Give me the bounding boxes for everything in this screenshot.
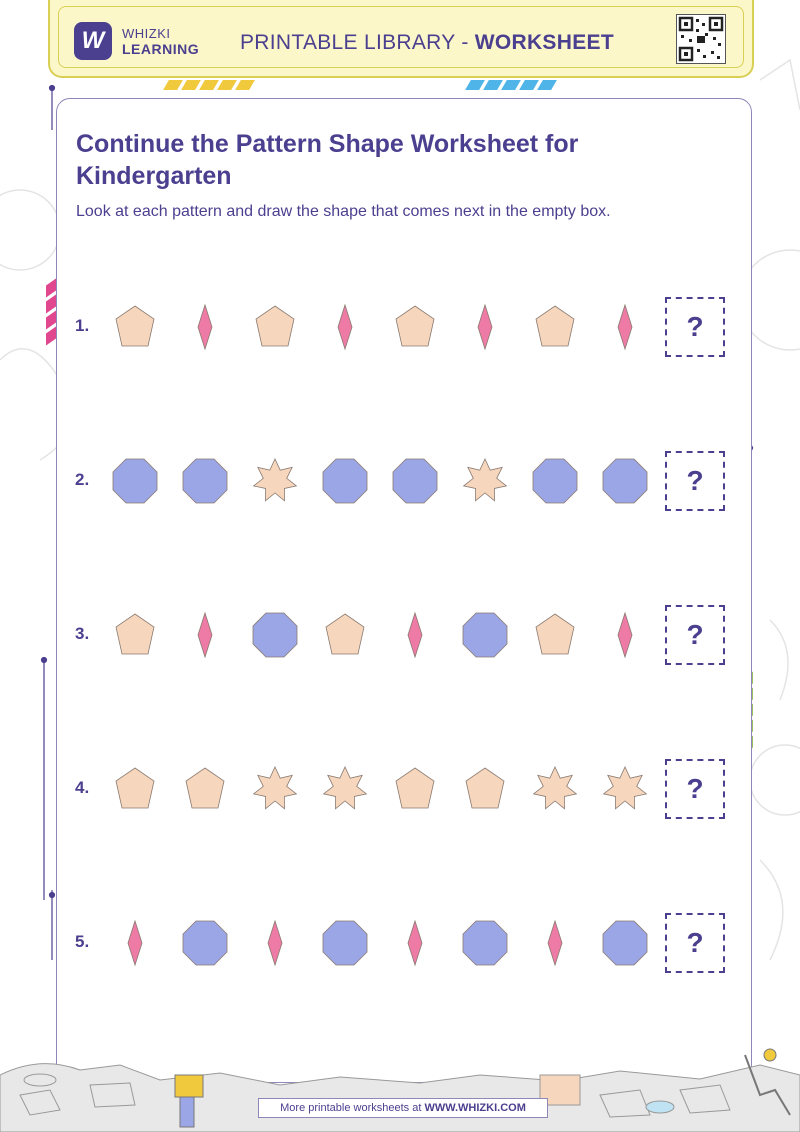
- octagon-icon: [530, 456, 580, 506]
- diamond-icon: [390, 610, 440, 660]
- qr-code-icon: [676, 14, 726, 64]
- star-icon: [600, 764, 650, 814]
- diamond-icon: [250, 918, 300, 968]
- octagon-icon: [460, 918, 510, 968]
- whizki-logo-icon: W: [74, 22, 112, 60]
- star-icon: [250, 764, 300, 814]
- header-banner: [48, 0, 754, 78]
- pattern-row-5: 5. ?: [0, 908, 800, 978]
- pattern-row-4: 4. ?: [0, 754, 800, 824]
- octagon-icon: [110, 456, 160, 506]
- star-icon: [530, 764, 580, 814]
- bottom-rubble-illustration: [0, 1048, 800, 1132]
- diamond-icon: [600, 302, 650, 352]
- diamond-icon: [180, 610, 230, 660]
- row-number: 4.: [75, 778, 90, 797]
- octagon-icon: [320, 456, 370, 506]
- pentagon-icon: [110, 302, 160, 352]
- brand-subname: LEARNING: [122, 41, 200, 57]
- pentagon-icon: [250, 302, 300, 352]
- pentagon-icon: [390, 302, 440, 352]
- octagon-icon: [390, 456, 440, 506]
- pentagon-icon: [530, 302, 580, 352]
- pentagon-icon: [320, 610, 370, 660]
- pattern-row-3: 3. ?: [0, 600, 800, 670]
- pentagon-icon: [110, 764, 160, 814]
- star-icon: [320, 764, 370, 814]
- yellow-stripe-decoration: [163, 80, 255, 92]
- diamond-icon: [180, 302, 230, 352]
- diamond-icon: [390, 918, 440, 968]
- diamond-icon: [530, 918, 580, 968]
- octagon-icon: [320, 918, 370, 968]
- pentagon-icon: [390, 764, 440, 814]
- header-inner-frame: [58, 6, 744, 68]
- diamond-icon: [600, 610, 650, 660]
- worksheet-instructions: Look at each pattern and draw the shape …: [76, 203, 611, 220]
- worksheet-title: Continue the Pattern Shape Worksheet for…: [76, 130, 579, 190]
- answer-box[interactable]: ?: [665, 759, 725, 819]
- row-number: 3.: [75, 624, 90, 643]
- worksheet-card: [56, 98, 752, 1083]
- header-title: PRINTABLE LIBRARY - WORKSHEET: [240, 31, 614, 55]
- header-title-bold: WORKSHEET: [474, 31, 614, 54]
- row-number: 1.: [75, 316, 90, 335]
- pentagon-icon: [460, 764, 510, 814]
- answer-box[interactable]: ?: [665, 451, 725, 511]
- octagon-icon: [600, 456, 650, 506]
- pattern-row-1: 1. ?: [0, 292, 800, 362]
- pentagon-icon: [180, 764, 230, 814]
- answer-box[interactable]: ?: [665, 605, 725, 665]
- octagon-icon: [180, 456, 230, 506]
- octagon-icon: [460, 610, 510, 660]
- octagon-icon: [250, 610, 300, 660]
- answer-box[interactable]: ?: [665, 913, 725, 973]
- diamond-icon: [110, 918, 160, 968]
- diamond-icon: [320, 302, 370, 352]
- pentagon-icon: [110, 610, 160, 660]
- star-icon: [250, 456, 300, 506]
- row-number: 5.: [75, 932, 90, 951]
- pattern-row-2: 2. ?: [0, 446, 800, 516]
- pentagon-icon: [530, 610, 580, 660]
- footer-link[interactable]: More printable worksheets at WWW.WHIZKI.…: [258, 1098, 548, 1118]
- blue-stripe-decoration: [465, 80, 557, 92]
- answer-box[interactable]: ?: [665, 297, 725, 357]
- star-icon: [460, 456, 510, 506]
- brand-name: WHIZKI: [122, 26, 171, 41]
- footer-prefix: More printable worksheets at: [280, 1102, 425, 1114]
- footer-url[interactable]: WWW.WHIZKI.COM: [424, 1102, 526, 1114]
- diamond-icon: [460, 302, 510, 352]
- header-title-prefix: PRINTABLE LIBRARY -: [240, 31, 475, 54]
- octagon-icon: [180, 918, 230, 968]
- octagon-icon: [600, 918, 650, 968]
- row-number: 2.: [75, 470, 90, 489]
